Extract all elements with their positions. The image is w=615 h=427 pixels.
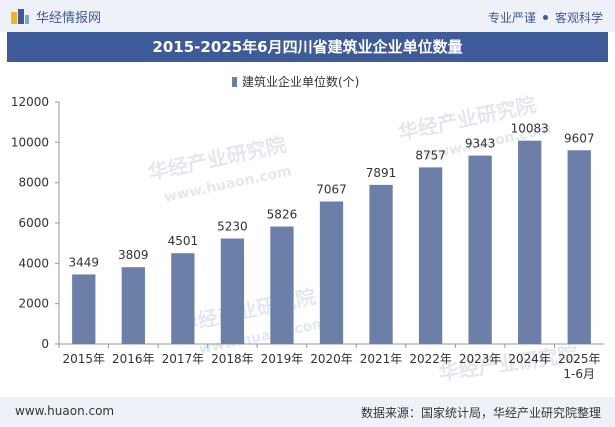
slogan: 专业严谨 客观科学 bbox=[488, 9, 603, 26]
data-label: 3809 bbox=[118, 248, 149, 262]
x-tick-label: 2019年 bbox=[261, 352, 304, 366]
legend: 建筑业企业单位数(个) bbox=[232, 74, 359, 89]
bar bbox=[468, 155, 492, 344]
chart-title: 2015-2025年6月四川省建筑业企业单位数量 bbox=[152, 38, 463, 56]
slogan-tag-2: 客观科学 bbox=[554, 11, 603, 25]
y-tick-label: 10000 bbox=[11, 135, 49, 149]
bar bbox=[567, 150, 591, 344]
y-tick-label: 0 bbox=[41, 337, 49, 351]
x-tick-labels: 2015年 2016年 2017年 2018年 2019年 2020年 2021年 2022年… bbox=[58, 344, 601, 381]
data-label: 5826 bbox=[267, 208, 298, 222]
x-tick-label: 2022年 bbox=[409, 352, 452, 366]
data-label: 8757 bbox=[415, 148, 446, 162]
bar bbox=[171, 253, 195, 344]
bar bbox=[319, 201, 344, 344]
y-tick-label: 6000 bbox=[18, 216, 49, 230]
x-tick-label: 2017年 bbox=[162, 352, 205, 366]
slogan-tag-1: 专业严谨 bbox=[487, 11, 536, 25]
data-label: 9343 bbox=[465, 137, 496, 151]
brand-name: 华经情报网 bbox=[36, 11, 102, 26]
data-label: 10083 bbox=[511, 122, 549, 136]
x-tick-label: 2020年 bbox=[310, 352, 353, 366]
legend-swatch bbox=[232, 77, 237, 87]
bar bbox=[369, 184, 393, 344]
data-label: 9607 bbox=[564, 131, 595, 145]
x-tick-label: 2024年 bbox=[508, 352, 551, 366]
data-label: 7891 bbox=[366, 166, 397, 180]
brand-logo-icon bbox=[11, 8, 29, 24]
footer-bar: www.huaon.com 数据来源：国家统计局，华经产业研究院整理 bbox=[0, 397, 615, 427]
data-label: 3449 bbox=[68, 255, 99, 269]
top-bar: 华经情报网 专业严谨 客观科学 bbox=[0, 0, 615, 32]
y-tick-label: 8000 bbox=[18, 176, 49, 190]
bar bbox=[518, 140, 542, 344]
data-label: 7067 bbox=[316, 182, 347, 196]
bar bbox=[72, 274, 96, 344]
bars: 3449 3809 4501 5230 5826 7067 7891 8757 9343 1008… bbox=[68, 122, 595, 344]
separator-dot-icon bbox=[542, 15, 548, 20]
x-tick-label: 2023年 bbox=[459, 352, 502, 366]
footer-source: 数据来源：国家统计局，华经产业研究院整理 bbox=[360, 406, 601, 420]
brand-logo[interactable]: 华经情报网 bbox=[10, 7, 101, 26]
x-tick-label: 2016年 bbox=[112, 352, 155, 366]
x-tick-label: 2015年 bbox=[62, 352, 105, 366]
bar bbox=[270, 226, 294, 344]
y-tick-label: 4000 bbox=[18, 256, 49, 270]
y-ticks: 0 2000 4000 6000 8000 10000 12000 bbox=[11, 95, 59, 351]
y-tick-label: 2000 bbox=[18, 297, 49, 311]
bar bbox=[220, 238, 245, 344]
title-bar: 2015-2025年6月四川省建筑业企业单位数量 bbox=[7, 32, 608, 62]
data-label: 4501 bbox=[168, 234, 199, 248]
x-tick-label: 2025年 1-6月 bbox=[558, 352, 601, 381]
footer-website-link[interactable]: www.huaon.com bbox=[15, 404, 115, 418]
watermarks: 华经产业研究院 www.huaon.com 华经产业研究院 www.huaon.… bbox=[146, 92, 579, 385]
legend-label: 建筑业企业单位数(个) bbox=[242, 74, 359, 89]
x-tick-label: 2021年 bbox=[360, 352, 403, 366]
bar bbox=[121, 267, 145, 344]
x-tick-label: 2018年 bbox=[211, 352, 254, 366]
data-label: 5230 bbox=[217, 220, 248, 234]
y-tick-label: 12000 bbox=[11, 95, 49, 109]
bar-chart: 华经产业研究院 www.huaon.com 华经产业研究院 www.huaon.… bbox=[11, 74, 604, 385]
bar bbox=[418, 167, 443, 344]
